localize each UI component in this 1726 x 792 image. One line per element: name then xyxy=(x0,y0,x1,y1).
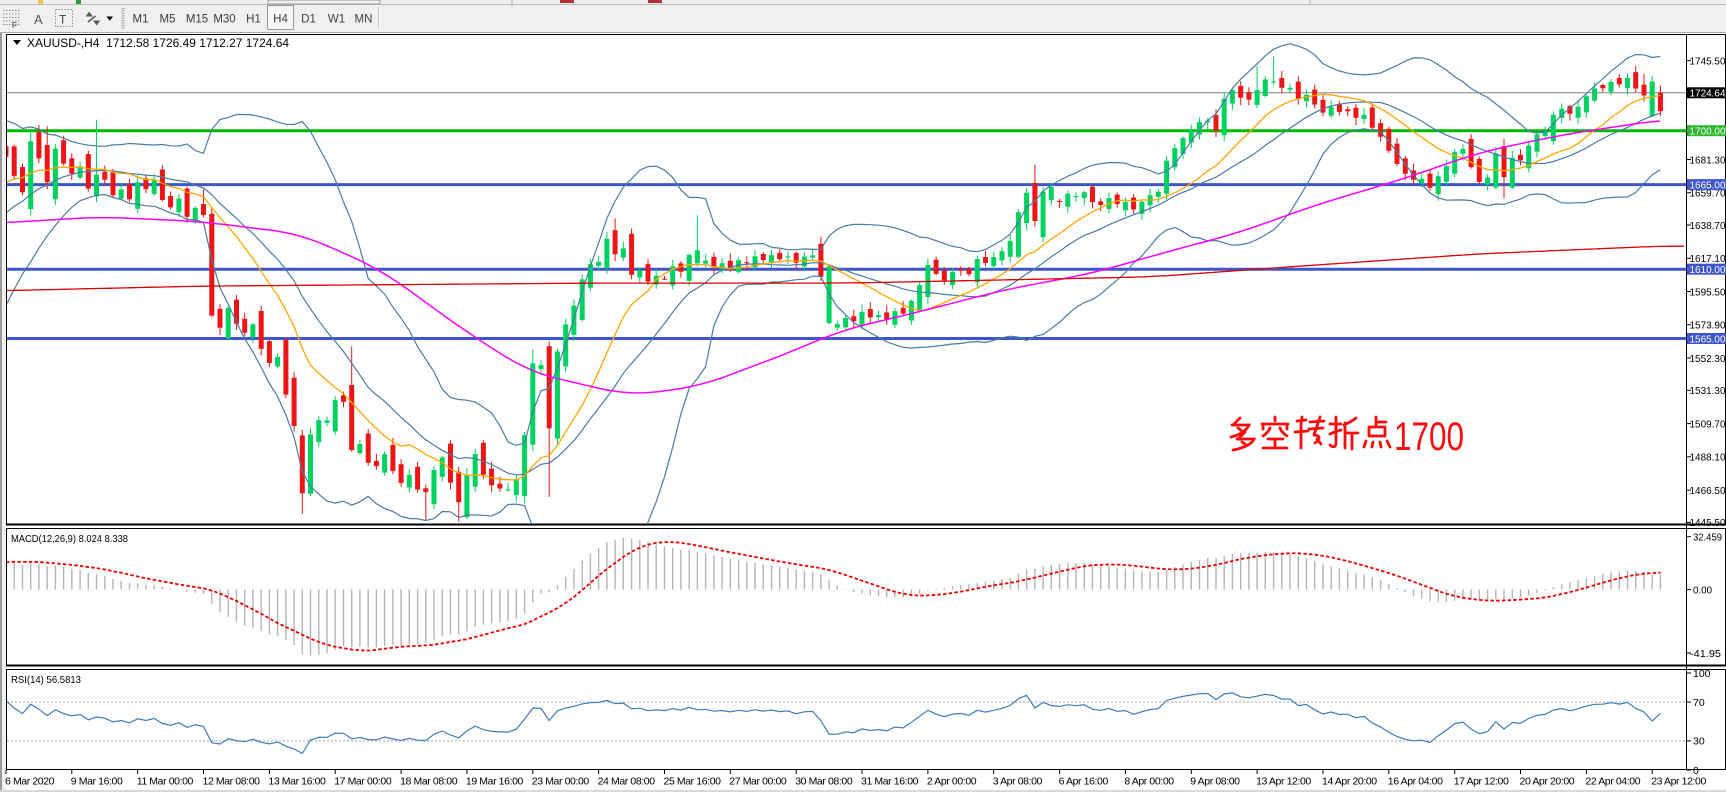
svg-text:19 Mar 16:00: 19 Mar 16:00 xyxy=(466,776,524,788)
svg-text:100: 100 xyxy=(1693,668,1711,680)
svg-text:-41.95: -41.95 xyxy=(1690,648,1721,660)
svg-text:1681.30: 1681.30 xyxy=(1690,154,1726,166)
svg-text:1573.90: 1573.90 xyxy=(1690,320,1726,332)
svg-text:M15: M15 xyxy=(186,14,208,26)
svg-text:18 Mar 08:00: 18 Mar 08:00 xyxy=(400,776,458,788)
svg-text:1552.30: 1552.30 xyxy=(1690,353,1726,365)
svg-text:1565.00: 1565.00 xyxy=(1690,333,1726,345)
svg-text:F: F xyxy=(12,21,17,30)
svg-text:30 Mar 08:00: 30 Mar 08:00 xyxy=(795,776,853,788)
svg-text:1745.50: 1745.50 xyxy=(1690,56,1726,68)
svg-text:1617.10: 1617.10 xyxy=(1690,253,1726,265)
svg-text:0: 0 xyxy=(1693,765,1699,777)
svg-text:1610.00: 1610.00 xyxy=(1690,264,1726,276)
svg-text:20 Apr 20:00: 20 Apr 20:00 xyxy=(1520,776,1575,788)
svg-text:1700: 1700 xyxy=(1394,415,1464,459)
svg-text:9 Apr 08:00: 9 Apr 08:00 xyxy=(1190,776,1240,788)
svg-text:13 Mar 16:00: 13 Mar 16:00 xyxy=(268,776,326,788)
svg-text:M5: M5 xyxy=(160,14,176,26)
svg-text:2 Apr 00:00: 2 Apr 00:00 xyxy=(927,776,977,788)
svg-text:A: A xyxy=(34,12,43,27)
svg-text:32.459: 32.459 xyxy=(1693,532,1722,544)
svg-text:17 Apr 12:00: 17 Apr 12:00 xyxy=(1454,776,1509,788)
svg-text:70: 70 xyxy=(1693,697,1705,709)
svg-text:H4: H4 xyxy=(273,14,288,26)
svg-text:6 Mar 2020: 6 Mar 2020 xyxy=(5,776,55,788)
svg-text:1724.64: 1724.64 xyxy=(1690,88,1726,100)
svg-text:0.00: 0.00 xyxy=(1693,584,1712,596)
svg-text:17 Mar 00:00: 17 Mar 00:00 xyxy=(334,776,392,788)
svg-text:11 Mar 00:00: 11 Mar 00:00 xyxy=(137,776,194,788)
svg-text:1665.00: 1665.00 xyxy=(1690,179,1726,191)
svg-text:23 Mar 00:00: 23 Mar 00:00 xyxy=(532,776,590,788)
svg-text:12 Mar 08:00: 12 Mar 08:00 xyxy=(203,776,261,788)
svg-text:13 Apr 12:00: 13 Apr 12:00 xyxy=(1256,776,1311,788)
svg-text:1488.10: 1488.10 xyxy=(1690,452,1726,464)
svg-text:T: T xyxy=(59,13,67,27)
svg-text:9 Mar 16:00: 9 Mar 16:00 xyxy=(71,776,123,788)
svg-text:24 Mar 08:00: 24 Mar 08:00 xyxy=(598,776,656,788)
svg-text:27 Mar 00:00: 27 Mar 00:00 xyxy=(729,776,787,788)
svg-text:3 Apr 08:00: 3 Apr 08:00 xyxy=(993,776,1043,788)
svg-text:6 Apr 16:00: 6 Apr 16:00 xyxy=(1059,776,1109,788)
svg-text:1531.30: 1531.30 xyxy=(1690,385,1726,397)
svg-text:25 Mar 16:00: 25 Mar 16:00 xyxy=(664,776,722,788)
svg-text:22 Apr 04:00: 22 Apr 04:00 xyxy=(1585,776,1640,788)
svg-text:16 Apr 04:00: 16 Apr 04:00 xyxy=(1388,776,1443,788)
svg-text:1638.70: 1638.70 xyxy=(1690,220,1726,232)
svg-text:RSI(14) 56.5813: RSI(14) 56.5813 xyxy=(11,674,81,686)
svg-text:23 Apr 12:00: 23 Apr 12:00 xyxy=(1651,776,1706,788)
svg-text:1466.50: 1466.50 xyxy=(1690,485,1726,497)
svg-text:H1: H1 xyxy=(246,14,261,26)
svg-text:31 Mar 16:00: 31 Mar 16:00 xyxy=(861,776,919,788)
svg-text:MN: MN xyxy=(355,14,373,26)
svg-text:M1: M1 xyxy=(133,14,149,26)
svg-text:M30: M30 xyxy=(213,14,235,26)
svg-text:XAUUSD-,H4 1712.58 1726.49 17: XAUUSD-,H4 1712.58 1726.49 1712.27 1724.… xyxy=(27,38,290,50)
svg-text:1445.50: 1445.50 xyxy=(1690,517,1726,529)
svg-text:8 Apr 00:00: 8 Apr 00:00 xyxy=(1124,776,1174,788)
svg-text:1700.00: 1700.00 xyxy=(1690,126,1726,138)
svg-text:1659.70: 1659.70 xyxy=(1690,188,1726,200)
svg-text:D1: D1 xyxy=(301,14,316,26)
svg-text:30: 30 xyxy=(1693,736,1705,748)
svg-text:W1: W1 xyxy=(328,14,345,26)
svg-text:MACD(12,26,9) 8.024 8.338: MACD(12,26,9) 8.024 8.338 xyxy=(11,533,128,545)
svg-text:1595.50: 1595.50 xyxy=(1690,286,1726,298)
svg-text:1509.70: 1509.70 xyxy=(1690,418,1726,430)
svg-text:14 Apr 20:00: 14 Apr 20:00 xyxy=(1322,776,1377,788)
